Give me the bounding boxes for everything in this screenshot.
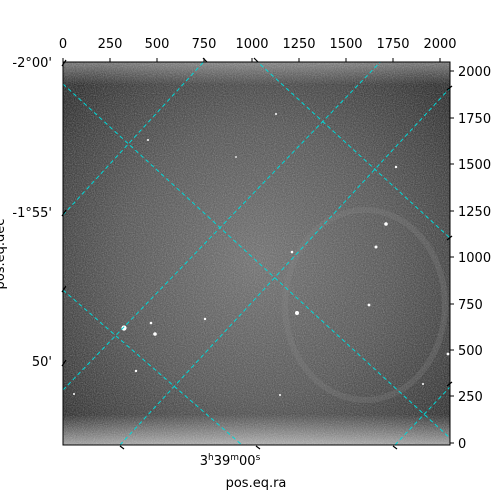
- x-pixel-axis: [62, 58, 441, 62]
- y-axis-label: pos.eq.dec: [0, 219, 8, 290]
- dec-tick-label: -2°00': [12, 56, 52, 71]
- plot-frame: [62, 61, 451, 446]
- x-pixel-tick-label: 1000: [235, 37, 268, 52]
- coordinate-grid: [63, 62, 450, 445]
- y-pixel-tick-label: 1250: [458, 205, 491, 220]
- x-pixel-tick-label: 750: [192, 37, 217, 52]
- stars: [73, 113, 450, 396]
- y-pixel-tick-label: 1750: [458, 112, 491, 127]
- dec-tick-label: -1°55': [12, 206, 52, 221]
- x-axis-label: pos.eq.ra: [226, 476, 287, 491]
- x-pixel-tick-label: 500: [145, 37, 170, 52]
- y-pixel-tick-label: 250: [458, 390, 483, 405]
- x-pixel-tick-label: 2000: [423, 37, 456, 52]
- y-pixel-axis: [450, 70, 454, 444]
- wcs-ticks: [61, 57, 453, 450]
- y-pixel-tick-label: 0: [458, 437, 466, 452]
- dec-tick-label: 50': [32, 355, 52, 370]
- astronomical-image: [63, 62, 450, 445]
- y-pixel-tick-label: 750: [458, 298, 483, 313]
- y-pixel-tick-label: 1500: [458, 158, 491, 173]
- x-pixel-tick-label: 1500: [329, 37, 362, 52]
- x-pixel-tick-label: 1750: [376, 37, 409, 52]
- ra-tick-label: 3h39m00s: [200, 453, 261, 469]
- y-pixel-tick-label: 1000: [458, 251, 491, 266]
- y-pixel-tick-label: 500: [458, 344, 483, 359]
- x-pixel-tick-label: 0: [59, 37, 67, 52]
- y-pixel-tick-label: 2000: [458, 65, 491, 80]
- x-pixel-tick-label: 250: [98, 37, 123, 52]
- x-pixel-tick-label: 1250: [282, 37, 315, 52]
